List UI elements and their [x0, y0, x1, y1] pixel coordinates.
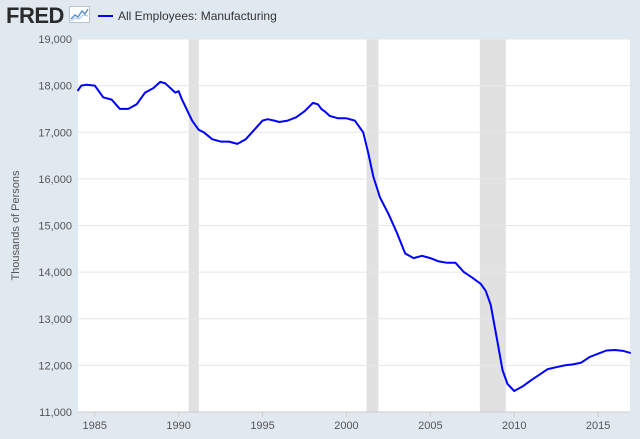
y-tick-label: 13,000: [38, 314, 72, 326]
x-axis-ticks: 1985 1990 1995 2000 2005 2010 2015: [78, 411, 630, 432]
fred-logo-chart-icon: [69, 6, 90, 23]
x-tick-label: 1990: [166, 420, 190, 432]
y-tick-label: 18,000: [38, 81, 72, 93]
series-line[interactable]: [77, 80, 631, 392]
y-tick-label: 17,000: [38, 127, 72, 139]
y-tick-label: 11,000: [39, 407, 72, 419]
y-axis-title: Thousands of Persons: [10, 170, 22, 281]
y-axis-ticks: 11,000 12,000 13,000 14,000 15,000 16,000 17,0…: [38, 34, 72, 419]
x-tick-label: 1985: [83, 420, 107, 432]
x-tick-label: 1995: [250, 420, 274, 432]
x-tick-label: 2005: [418, 420, 442, 432]
series: [77, 80, 631, 392]
y-tick-label: 16,000: [38, 174, 72, 186]
chart-header: FRED All Employees: Manufacturing: [0, 0, 640, 34]
fred-logo[interactable]: FRED: [6, 3, 64, 28]
y-tick-label: 15,000: [38, 221, 72, 233]
y-tick-label: 14,000: [38, 267, 72, 279]
legend[interactable]: All Employees: Manufacturing: [98, 9, 277, 23]
x-tick-label: 2015: [586, 420, 610, 432]
x-tick-label: 2000: [334, 420, 358, 432]
legend-swatch: [98, 15, 113, 17]
legend-label: All Employees: Manufacturing: [118, 9, 277, 23]
y-tick-label: 12,000: [38, 360, 72, 372]
y-tick-label: 19,000: [38, 34, 72, 46]
x-tick-label: 2010: [502, 420, 526, 432]
